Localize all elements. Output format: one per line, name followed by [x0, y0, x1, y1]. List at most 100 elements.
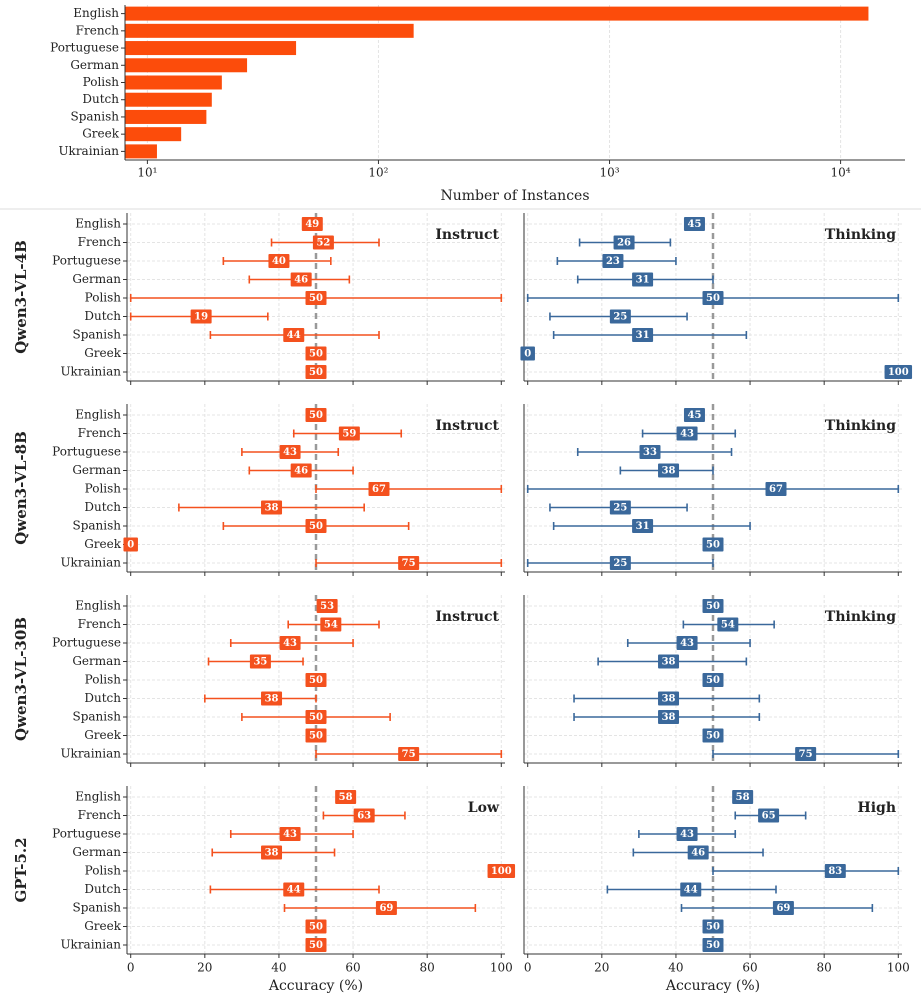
y-tick-label: French: [78, 235, 122, 249]
value-box: [398, 747, 420, 761]
data-label: 43: [283, 638, 297, 649]
x-tick-label: 80: [817, 961, 832, 975]
data-label: 69: [776, 903, 790, 914]
x-tick-label: 10²: [368, 166, 388, 180]
data-label: 50: [309, 712, 323, 723]
data-label: 45: [688, 410, 702, 421]
value-box: [676, 636, 698, 650]
value-box: [335, 790, 357, 804]
data-label: 50: [309, 675, 323, 686]
y-tick-label: Greek: [84, 728, 122, 742]
y-tick-label: Dutch: [84, 882, 121, 896]
data-label: 50: [309, 731, 323, 742]
value-box: [683, 408, 705, 422]
y-tick-label: Polish: [85, 291, 122, 305]
data-label: 31: [636, 275, 650, 286]
x-tick-label: 40: [271, 961, 286, 975]
value-box: [702, 728, 724, 743]
data-label: 50: [706, 293, 720, 304]
y-tick-label: Spanish: [70, 109, 119, 123]
value-box: [632, 272, 654, 287]
y-tick-label: German: [72, 272, 121, 286]
panel-label: Low: [468, 800, 500, 816]
y-tick-label: English: [73, 6, 119, 20]
data-label: 50: [706, 601, 720, 612]
value-box: [795, 747, 817, 761]
data-label: 19: [194, 312, 208, 323]
y-tick-label: Dutch: [84, 500, 121, 514]
y-tick-label: Dutch: [84, 691, 121, 705]
data-label: 50: [706, 675, 720, 686]
value-box: [824, 864, 846, 878]
value-box: [305, 938, 327, 952]
data-label: 38: [662, 694, 676, 705]
value-box: [658, 463, 680, 478]
data-label: 100: [888, 367, 909, 378]
x-tick-label: 10¹: [137, 166, 157, 180]
bar: [125, 75, 222, 90]
value-box: [632, 328, 654, 342]
bar: [125, 6, 869, 21]
value-box: [609, 556, 631, 570]
value-box: [123, 537, 138, 552]
y-tick-label: German: [72, 845, 121, 859]
value-box: [268, 254, 290, 268]
value-box: [884, 365, 913, 379]
value-box: [658, 691, 680, 706]
data-label: 43: [680, 429, 694, 440]
y-tick-label: Spanish: [72, 328, 121, 342]
data-label: 50: [309, 922, 323, 933]
data-label: 0: [524, 349, 531, 360]
value-box: [261, 500, 283, 515]
value-box: [249, 654, 271, 669]
bar: [125, 109, 207, 124]
y-tick-label: German: [72, 463, 121, 477]
data-label: 75: [402, 558, 416, 569]
data-label: 59: [342, 429, 356, 440]
y-tick-label: English: [75, 599, 121, 613]
data-label: 44: [287, 885, 301, 896]
data-label: 53: [320, 601, 334, 612]
y-tick-label: English: [75, 217, 121, 231]
value-box: [676, 827, 698, 841]
y-tick-label: Spanish: [72, 519, 121, 533]
data-label: 54: [721, 620, 735, 631]
value-box: [520, 346, 535, 361]
data-label: 35: [253, 657, 267, 668]
y-tick-label: Portuguese: [52, 827, 121, 841]
value-box: [279, 636, 301, 650]
x-axis-label: Accuracy (%): [665, 978, 760, 994]
value-box: [290, 463, 312, 478]
value-box: [305, 408, 327, 422]
value-box: [658, 654, 680, 669]
y-tick-label: Polish: [85, 482, 122, 496]
data-label: 50: [706, 540, 720, 551]
y-tick-label: Polish: [83, 75, 120, 89]
panel-label: Thinking: [825, 609, 896, 625]
y-tick-label: Ukrainian: [58, 144, 119, 158]
y-tick-label: Greek: [82, 127, 120, 141]
value-box: [702, 919, 724, 934]
y-tick-label: Ukrainian: [60, 556, 121, 570]
value-box: [283, 882, 305, 897]
x-tick-label: 100: [887, 961, 910, 975]
y-tick-label: English: [75, 790, 121, 804]
data-label: 43: [680, 638, 694, 649]
data-label: 50: [706, 731, 720, 742]
value-box: [305, 728, 327, 743]
value-box: [305, 346, 327, 361]
data-label: 38: [662, 657, 676, 668]
y-tick-label: English: [75, 408, 121, 422]
y-tick-label: Spanish: [72, 901, 121, 915]
data-label: 58: [736, 792, 750, 803]
x-tick-label: 0: [524, 961, 532, 975]
y-tick-label: French: [78, 426, 122, 440]
bar: [125, 144, 157, 159]
data-label: 58: [339, 792, 353, 803]
value-box: [702, 938, 724, 952]
bar: [125, 127, 182, 142]
y-tick-label: Greek: [84, 919, 122, 933]
value-box: [639, 445, 661, 459]
x-tick-label: 60: [742, 961, 757, 975]
value-box: [305, 519, 327, 533]
